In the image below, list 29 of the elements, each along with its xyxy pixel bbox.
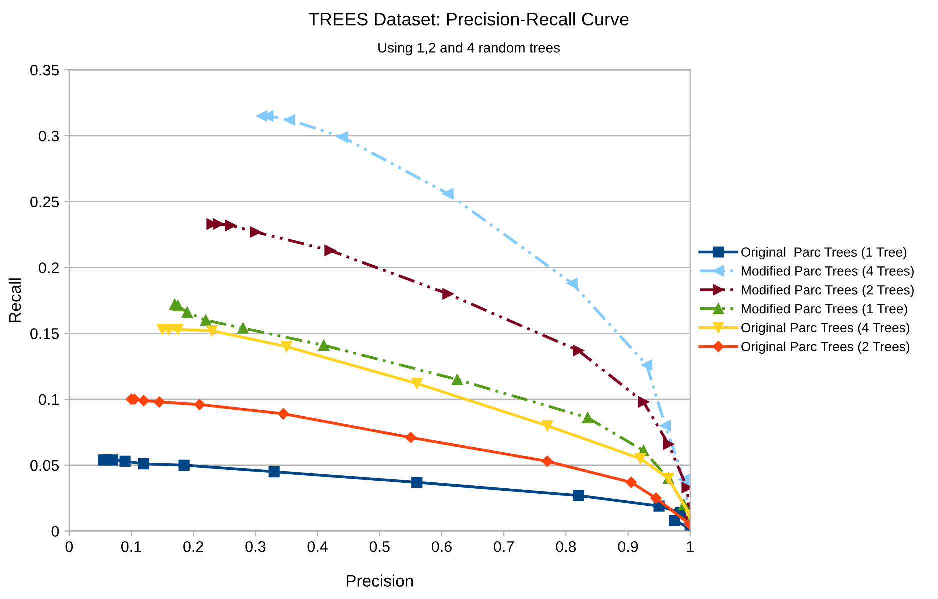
x-tick-label: 0.6 [432, 541, 452, 552]
x-axis-title: Precision [346, 574, 414, 587]
chart-title: TREES Dataset: Precision-Recall Curve [308, 12, 629, 26]
y-tick-label: 0.1 [39, 394, 59, 406]
x-tick-label: 0.4 [308, 541, 328, 552]
legend-label: Original Parc Trees (1 Tree) [742, 247, 907, 260]
y-tick-label: 0.15 [30, 328, 60, 340]
x-tick-label: 1 [687, 542, 694, 552]
x-tick-label: 0.1 [121, 541, 142, 552]
y-tick-label: 0.05 [30, 460, 60, 472]
y-tick-label: 0.35 [30, 64, 60, 76]
legend-label: Modified Parc Trees (1 Tree) [742, 304, 908, 316]
x-tick-label: 0.2 [184, 541, 204, 552]
y-axis-title: Recall [8, 278, 22, 322]
x-tick-label: 0.7 [494, 541, 514, 552]
legend-label: Modified Parc Trees (2 Trees) [742, 285, 914, 298]
x-tick-label: 0 [66, 541, 74, 552]
legend-label: Modified Parc Trees (4 Trees) [742, 266, 914, 278]
y-tick-label: 0.2 [39, 262, 59, 274]
x-tick-label: 0.8 [556, 541, 576, 552]
x-tick-label: 0.9 [618, 541, 638, 552]
legend-label: Original Parc Trees (4 Trees) [742, 322, 910, 336]
x-tick-label: 0.3 [246, 541, 266, 552]
x-tick-label: 0.5 [370, 541, 390, 552]
legend-label: Original Parc Trees (2 Trees) [742, 342, 910, 354]
y-tick-label: 0.3 [39, 130, 60, 142]
y-tick-label: 0 [52, 526, 60, 537]
y-tick-label: 0.25 [30, 196, 60, 208]
chart-subtitle: Using 1,2 and 4 random trees [378, 42, 560, 56]
